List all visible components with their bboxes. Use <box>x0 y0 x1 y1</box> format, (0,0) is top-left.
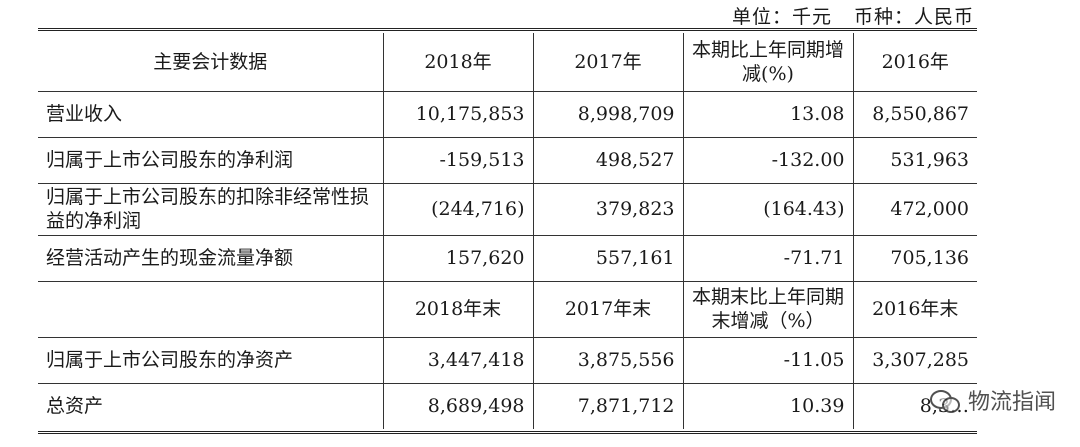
cell-value: 10,175,853 <box>382 90 534 138</box>
cell-value: 8,998,709 <box>532 90 684 138</box>
header-cell: 主要会计数据 <box>38 33 384 92</box>
table-subheader-row: 2018年末 2017年末 本期末比上年同期末增减（%） 2016年末 <box>38 280 977 338</box>
cell-value: 3,307,285 <box>852 336 977 384</box>
header-cell: 本期比上年同期增减(%) <box>682 33 854 92</box>
header-cell: 2017年末 <box>532 280 684 338</box>
cell-value: 3,447,418 <box>382 336 534 384</box>
cell-value: -159,513 <box>382 136 534 184</box>
cell-value: 8,689,498 <box>382 382 534 429</box>
table-row: 归属于上市公司股东的扣除非经常性损益的净利润 (244,716) 379,823… <box>38 182 977 236</box>
cell-value: 705,136 <box>852 234 977 282</box>
table-row: 营业收入 10,175,853 8,998,709 13.08 8,550,86… <box>38 90 977 138</box>
header-cell: 2018年末 <box>382 280 534 338</box>
row-label: 归属于上市公司股东的扣除非经常性损益的净利润 <box>38 182 384 236</box>
cell-value: 3,875,556 <box>532 336 684 384</box>
row-label: 营业收入 <box>38 90 384 138</box>
table-row: 经营活动产生的现金流量净额 157,620 557,161 -71.71 705… <box>38 234 977 282</box>
table-header-row: 主要会计数据 2018年 2017年 本期比上年同期增减(%) 2016年 <box>38 33 977 92</box>
row-label: 归属于上市公司股东的净利润 <box>38 136 384 184</box>
cell-value: -132.00 <box>682 136 854 184</box>
header-cell: 2016年 <box>852 33 977 92</box>
cell-value: 379,823 <box>532 182 684 236</box>
unit-label: 单位：千元 <box>731 6 832 28</box>
header-cell: 本期末比上年同期末增减（%） <box>682 280 854 338</box>
financial-data-table: 主要会计数据 2018年 2017年 本期比上年同期增减(%) 2016年 营业… <box>38 28 977 434</box>
cell-value: 531,963 <box>852 136 977 184</box>
table-row: 归属于上市公司股东的净利润 -159,513 498,527 -132.00 5… <box>38 136 977 184</box>
header-cell: 2016年末 <box>852 280 977 338</box>
cell-value: -11.05 <box>682 336 854 384</box>
currency-label: 币种：人民币 <box>853 6 974 28</box>
unit-line: 单位：千元 币种：人民币 <box>710 2 974 29</box>
cell-value: 498,527 <box>532 136 684 184</box>
header-cell: 2017年 <box>532 33 684 92</box>
table-row: 归属于上市公司股东的净资产 3,447,418 3,875,556 -11.05… <box>38 336 977 384</box>
cell-value: 8,550,867 <box>852 90 977 138</box>
cell-value: 557,161 <box>532 234 684 282</box>
cell-value: 157,620 <box>382 234 534 282</box>
wechat-icon <box>929 388 960 413</box>
table-row: 总资产 8,689,498 7,871,712 10.39 8,3… <box>38 382 977 429</box>
cell-value: -71.71 <box>682 234 854 282</box>
cell-value: 10.39 <box>682 382 854 429</box>
cell-value: 472,000 <box>852 182 977 236</box>
cell-value: (244,716) <box>382 182 534 236</box>
header-cell: 2018年 <box>382 33 534 92</box>
row-label: 总资产 <box>38 382 384 429</box>
cell-value: (164.43) <box>682 182 854 236</box>
row-label: 经营活动产生的现金流量净额 <box>38 234 384 282</box>
watermark: 物流指闻 <box>929 384 1056 416</box>
cell-value: 13.08 <box>682 90 854 138</box>
row-label: 归属于上市公司股东的净资产 <box>38 336 384 384</box>
watermark-text: 物流指闻 <box>967 390 1056 415</box>
header-cell <box>38 280 384 338</box>
cell-value: 7,871,712 <box>532 382 684 429</box>
